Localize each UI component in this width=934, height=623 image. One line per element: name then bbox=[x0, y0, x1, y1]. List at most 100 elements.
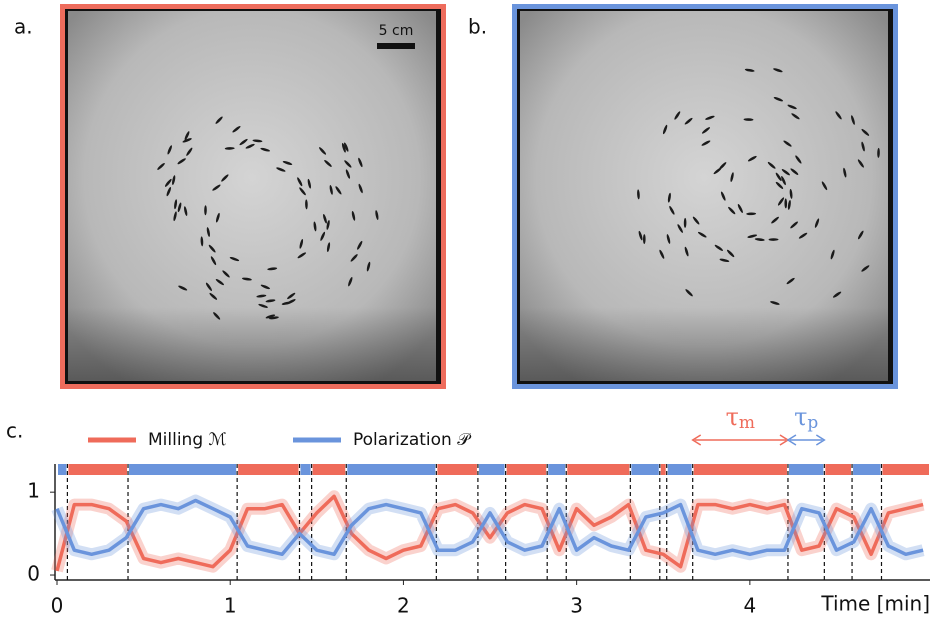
fish bbox=[674, 111, 681, 120]
regime-bar bbox=[667, 464, 692, 475]
fish bbox=[267, 267, 278, 271]
fish bbox=[239, 138, 248, 146]
fish bbox=[357, 240, 363, 250]
fish bbox=[319, 147, 327, 155]
regime-bar bbox=[660, 464, 666, 475]
fish bbox=[746, 212, 757, 216]
fish bbox=[669, 205, 675, 215]
fish bbox=[770, 301, 780, 305]
fish bbox=[184, 206, 188, 217]
subscript: m bbox=[739, 413, 755, 433]
fish bbox=[830, 249, 835, 260]
fish bbox=[851, 115, 855, 125]
fish bbox=[206, 227, 210, 237]
arrow-head bbox=[815, 434, 826, 446]
arrow-head bbox=[786, 434, 797, 446]
fish bbox=[637, 189, 640, 200]
fish bbox=[345, 169, 351, 179]
fish bbox=[350, 254, 358, 262]
panel-label: b. bbox=[468, 15, 487, 39]
fish bbox=[307, 178, 311, 189]
x-tick-label: 1 bbox=[224, 594, 237, 618]
fish bbox=[798, 232, 808, 239]
subscript: p bbox=[807, 413, 818, 433]
scale-bar bbox=[377, 43, 415, 49]
fish bbox=[256, 294, 267, 298]
fish bbox=[174, 199, 178, 210]
fish bbox=[326, 220, 330, 230]
regime-bar bbox=[129, 464, 237, 475]
fish bbox=[744, 68, 755, 72]
fish bbox=[814, 218, 820, 228]
fish bbox=[213, 312, 221, 320]
symbol: τ bbox=[794, 403, 807, 431]
fish bbox=[299, 187, 306, 196]
fish bbox=[297, 252, 307, 259]
fish bbox=[775, 172, 782, 182]
fish bbox=[177, 158, 186, 165]
fish bbox=[210, 256, 217, 266]
fish bbox=[343, 142, 349, 152]
fish bbox=[229, 256, 240, 262]
fish bbox=[777, 197, 785, 206]
fish bbox=[329, 184, 333, 195]
regime-bar bbox=[68, 464, 128, 475]
regime-bar bbox=[631, 464, 659, 475]
fish bbox=[719, 258, 730, 263]
regime-bar bbox=[567, 464, 630, 475]
fish bbox=[667, 192, 671, 203]
fish bbox=[323, 213, 327, 224]
fish bbox=[666, 234, 671, 244]
fish bbox=[177, 202, 182, 213]
fish bbox=[204, 205, 207, 216]
fish bbox=[166, 186, 172, 197]
fish bbox=[209, 292, 218, 300]
fish bbox=[701, 140, 711, 146]
fish bbox=[282, 161, 293, 165]
fish bbox=[861, 128, 870, 136]
y-tick-label: 0 bbox=[27, 562, 40, 586]
fish bbox=[720, 191, 726, 201]
fish bbox=[287, 292, 296, 300]
fish bbox=[737, 203, 743, 213]
fish bbox=[184, 131, 190, 141]
x-tick-label: 2 bbox=[397, 594, 410, 618]
fish bbox=[258, 303, 268, 308]
regime-bar bbox=[300, 464, 311, 475]
fish bbox=[215, 116, 223, 124]
fish bbox=[324, 159, 332, 167]
fish bbox=[767, 161, 776, 169]
fish bbox=[781, 175, 786, 186]
fish bbox=[662, 124, 668, 135]
fish bbox=[861, 141, 865, 152]
fish bbox=[787, 104, 797, 110]
fish bbox=[790, 221, 799, 229]
fish bbox=[215, 212, 220, 223]
fish bbox=[789, 188, 793, 199]
fish bbox=[684, 117, 693, 125]
fish bbox=[786, 277, 795, 285]
fish bbox=[186, 147, 193, 156]
fish bbox=[320, 231, 326, 241]
symbol: τ bbox=[726, 403, 739, 431]
fish bbox=[221, 174, 229, 182]
fish bbox=[157, 162, 165, 170]
fish bbox=[241, 277, 252, 281]
series-line bbox=[55, 498, 924, 557]
fish bbox=[747, 234, 758, 238]
series-line bbox=[55, 494, 924, 572]
fish bbox=[857, 159, 864, 168]
x-tick-label: 3 bbox=[570, 594, 583, 618]
regime-bar bbox=[478, 464, 505, 475]
fish bbox=[358, 183, 363, 194]
regime-bar bbox=[693, 464, 787, 475]
fish bbox=[205, 282, 212, 291]
fish bbox=[728, 206, 736, 215]
tank-shade bbox=[520, 11, 888, 381]
fish bbox=[775, 181, 784, 189]
fish bbox=[791, 113, 800, 120]
fish bbox=[351, 210, 356, 221]
fish bbox=[719, 162, 727, 170]
fish bbox=[790, 168, 799, 175]
